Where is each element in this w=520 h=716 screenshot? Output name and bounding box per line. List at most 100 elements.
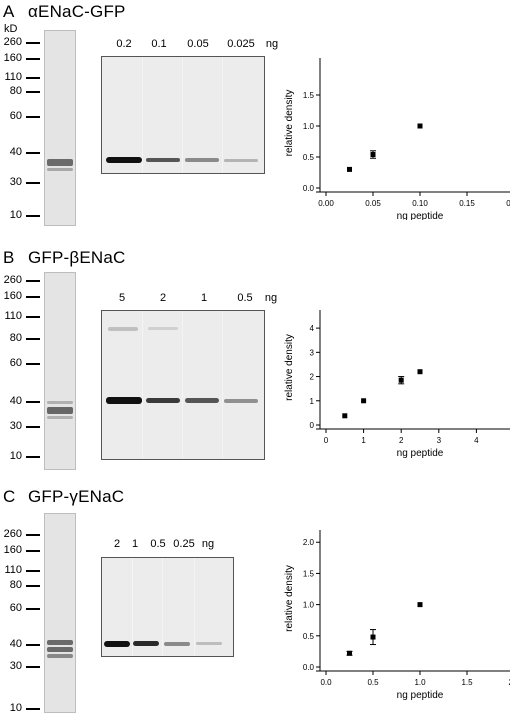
panel-b: B GFP-βENaC 260 160 110 80 60 40 30 10 5… xyxy=(0,240,520,470)
molecular-weight-ladder xyxy=(44,272,76,470)
data-point xyxy=(342,413,348,419)
data-point xyxy=(417,369,423,375)
y-tick-label: 1 xyxy=(310,397,315,406)
marker-30: 30 xyxy=(0,420,40,432)
lane-label: 1 xyxy=(200,292,208,304)
data-point xyxy=(370,634,376,640)
y-tick-label: 1.0 xyxy=(303,122,315,131)
marker-260: 260 xyxy=(0,36,40,48)
ladder-band xyxy=(47,168,73,171)
x-tick-label: 0.05 xyxy=(365,199,381,208)
lane-label-unit: ng xyxy=(201,538,215,550)
blot-band xyxy=(148,327,178,330)
lane-label: 0.2 xyxy=(116,38,132,50)
lane-label-unit: ng xyxy=(264,292,278,304)
ladder-band xyxy=(47,647,73,652)
ladder-band xyxy=(47,416,73,419)
molecular-weight-ladder xyxy=(44,30,76,226)
western-blot xyxy=(101,557,234,657)
lane-label: 2 xyxy=(113,538,121,550)
y-tick-label: 1.0 xyxy=(303,601,315,610)
x-tick-label: 0.10 xyxy=(412,199,428,208)
blot-band xyxy=(224,159,258,162)
panel-title: αENaC-GFP xyxy=(28,2,126,21)
blot-band xyxy=(185,158,219,162)
lane-label-unit: ng xyxy=(265,38,279,50)
chart-c: 0.0 0.5 1.0 1.5 2.0 0.0 0.5 1.0 1.5 2.0 ng peptide… xyxy=(284,530,510,701)
lane-label: 0.25 xyxy=(173,538,195,550)
blot-band xyxy=(106,397,142,404)
panel-a: A αENaC-GFP kD 260 160 110 80 60 40 30 1… xyxy=(0,0,520,230)
panel-letter: A xyxy=(3,2,15,21)
marker-10: 10 xyxy=(0,209,40,221)
lane-label: 0.5 xyxy=(150,538,166,550)
x-tick-label: 1 xyxy=(361,436,366,445)
marker-40: 40 xyxy=(0,638,40,650)
lane-label: 2 xyxy=(159,292,167,304)
lane-labels: 2 1 0.5 0.25 ng xyxy=(102,538,232,552)
x-tick-label: 0.20 xyxy=(506,199,510,208)
marker-10: 10 xyxy=(0,450,40,462)
panel-title: GFP-βENaC xyxy=(28,248,126,267)
data-point xyxy=(347,166,352,172)
marker-40: 40 xyxy=(0,395,40,407)
molecular-weight-ladder xyxy=(44,513,76,713)
y-tick-label: 0.0 xyxy=(303,663,315,672)
y-tick-label: 1.5 xyxy=(303,569,315,578)
lane-label: 0.05 xyxy=(187,38,209,50)
panel-letter: C xyxy=(3,487,16,506)
x-tick-label: 0 xyxy=(324,436,329,445)
y-tick-label: 2 xyxy=(310,373,315,382)
marker-80: 80 xyxy=(0,579,40,591)
lane-labels: 5 2 1 0.5 ng xyxy=(102,292,277,306)
panel-letter: B xyxy=(3,248,15,267)
lane-label: 5 xyxy=(118,292,126,304)
x-tick-label: 0.15 xyxy=(459,199,475,208)
y-axis-label: relative density xyxy=(284,565,295,632)
y-axis-label: relative density xyxy=(284,334,295,401)
marker-160: 160 xyxy=(0,290,40,302)
marker-80: 80 xyxy=(0,85,40,97)
y-axis-label: relative density xyxy=(284,90,295,157)
data-point xyxy=(417,602,423,608)
blot-band xyxy=(146,158,180,162)
x-tick-label: 2 xyxy=(399,436,404,445)
x-tick-label: 0.0 xyxy=(320,678,332,687)
marker-160: 160 xyxy=(0,544,40,556)
data-point xyxy=(361,398,367,404)
blot-band xyxy=(106,157,142,163)
ladder-band xyxy=(47,401,73,404)
x-axis-label: ng peptide xyxy=(397,211,444,220)
blot-band xyxy=(146,398,180,403)
blot-band xyxy=(185,398,219,403)
western-blot xyxy=(101,56,265,174)
marker-260: 260 xyxy=(0,528,40,540)
marker-110: 110 xyxy=(0,310,40,322)
marker-80: 80 xyxy=(0,332,40,344)
marker-60: 60 xyxy=(0,357,40,369)
y-tick-label: 1.5 xyxy=(303,91,315,100)
marker-40: 40 xyxy=(0,146,40,158)
western-blot xyxy=(101,310,265,460)
y-tick-label: 0.0 xyxy=(303,184,315,193)
data-point xyxy=(398,377,404,383)
lane-label: 1 xyxy=(131,538,139,550)
x-tick-label: 0.00 xyxy=(318,199,334,208)
lane-label: 0.5 xyxy=(237,292,253,304)
blot-band xyxy=(164,642,190,646)
lane-label: 0.025 xyxy=(227,38,255,50)
panel-title: GFP-γENaC xyxy=(28,487,125,506)
x-tick-label: 2.0 xyxy=(508,678,510,687)
y-tick-label: 0.5 xyxy=(303,632,315,641)
data-point xyxy=(347,650,352,656)
marker-110: 110 xyxy=(0,564,40,576)
x-tick-label: 3 xyxy=(437,436,442,445)
ladder-band xyxy=(47,640,73,645)
x-tick-label: 1.5 xyxy=(461,678,473,687)
ladder-band xyxy=(47,407,73,414)
lane-labels: 0.2 0.1 0.05 0.025 ng xyxy=(102,38,278,52)
marker-30: 30 xyxy=(0,176,40,188)
data-point xyxy=(417,123,423,129)
blot-band xyxy=(196,642,222,645)
x-tick-label: 1.0 xyxy=(414,678,426,687)
